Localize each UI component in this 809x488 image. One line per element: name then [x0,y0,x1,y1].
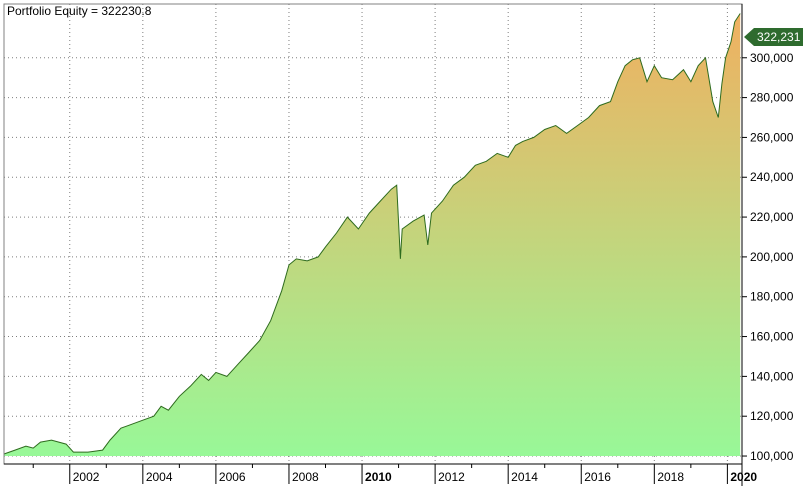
equity-line [3,13,741,455]
x-tick-label: 2020 [730,470,757,484]
x-tick-label: 2014 [511,470,538,484]
equity-area [4,13,741,456]
last-value-marker: 322,231 [744,28,803,46]
y-tick-label: 200,000 [750,250,794,264]
y-tick-label: 300,000 [750,51,794,65]
x-tick-label: 2002 [73,470,100,484]
y-tick-label: 240,000 [750,170,794,184]
x-tick-label: 2006 [219,470,246,484]
x-tick-label: 2012 [438,470,465,484]
y-tick-label: 180,000 [750,290,794,304]
x-axis-ticks: 2002 2004 2006 2008 2010 2012 2014 2016 2018 2020 [32,464,757,484]
x-tick-label: 2004 [146,470,173,484]
x-tick-label: 2018 [657,470,684,484]
chart-title: Portfolio Equity = 322230.8 [7,4,152,18]
y-tick-label: 140,000 [750,369,794,383]
y-tick-label: 160,000 [750,330,794,344]
last-value-badge [744,28,803,46]
x-tick-label: 2008 [292,470,319,484]
y-tick-label: 220,000 [750,210,794,224]
x-tick-label: 2016 [584,470,611,484]
y-tick-label: 100,000 [750,449,794,463]
y-tick-label: 120,000 [750,409,794,423]
x-tick-label: 2010 [365,470,392,484]
y-tick-label: 280,000 [750,91,794,105]
y-tick-label: 260,000 [750,130,794,144]
last-value-label: 322,231 [757,30,801,44]
y-axis-ticks: 100,000 120,000 140,000 160,000 180,000 200,0… [742,51,794,463]
